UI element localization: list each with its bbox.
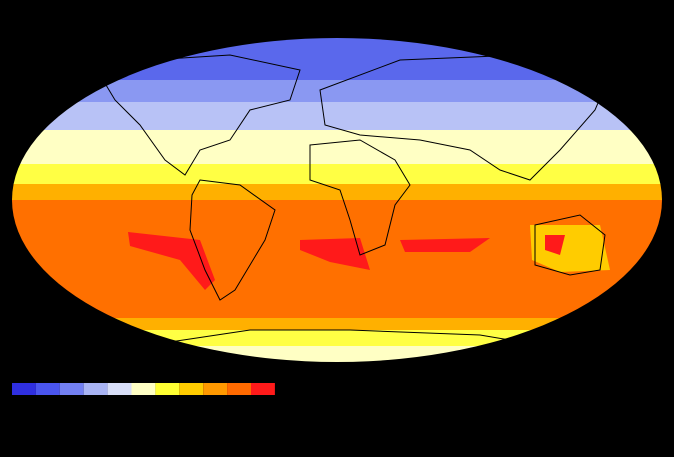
legend-label: 100: [172, 370, 187, 380]
hot-spot: [545, 235, 565, 255]
eurasia: [319, 54, 611, 181]
legend-label: 25: [126, 370, 136, 380]
legend-label: 200: [243, 370, 258, 380]
legend-swatch: [227, 383, 251, 395]
legend-label: 50: [150, 370, 160, 380]
north-america: [99, 54, 301, 176]
africa: [309, 139, 411, 256]
coastlines: [99, 54, 611, 346]
legend-label: 150: [220, 370, 235, 380]
legend-swatch: [131, 383, 156, 395]
antarctica: [149, 329, 541, 346]
legend-label: -25: [77, 370, 90, 380]
legend-swatch: [83, 383, 108, 395]
south-america: [189, 179, 276, 301]
legend: -100 -50 -25 0 25 50 100 125 150 200 W/m^2: [12, 370, 289, 395]
map-title: Net Radiation: [18, 7, 103, 23]
legend-label: 125: [196, 370, 211, 380]
animation-credit: Animation: Department of Geography, Univ…: [12, 430, 300, 440]
band: [12, 164, 662, 184]
legend-label: -50: [53, 370, 66, 380]
legend-unit: W/m^2: [261, 370, 289, 380]
band: [12, 184, 662, 200]
australia: [534, 214, 606, 276]
hot-spot: [128, 232, 215, 290]
band: [12, 318, 662, 330]
legend-swatch: [251, 383, 275, 395]
month-label: Dec: [565, 7, 590, 23]
legend-label: -100: [27, 370, 45, 380]
hot-spot: [400, 238, 490, 252]
legend-swatch: [107, 383, 132, 395]
legend-swatch: [203, 383, 228, 395]
band: [12, 80, 662, 102]
band: [12, 102, 662, 130]
band: [12, 130, 662, 164]
hot-spot: [300, 238, 370, 270]
legend-swatch: [59, 383, 84, 395]
legend-swatch: [12, 383, 36, 395]
legend-swatch: [155, 383, 180, 395]
data-credit: Data: NCEP/NCAR Reanalysis Project, 1959…: [12, 418, 271, 428]
legend-swatch: [179, 383, 204, 395]
legend-label: 0: [105, 370, 110, 380]
legend-swatch: [35, 383, 60, 395]
